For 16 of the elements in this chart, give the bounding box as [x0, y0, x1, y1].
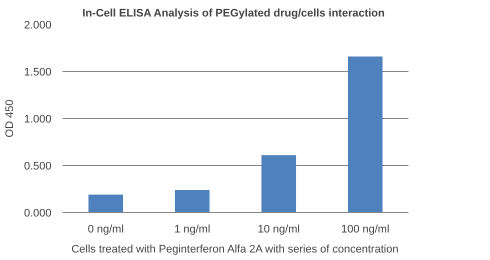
x-tick-label: 0 ng/ml	[88, 224, 124, 236]
x-tick-label: 10 ng/ml	[258, 224, 300, 236]
bar	[261, 155, 296, 212]
y-axis-title: OD 450	[4, 100, 16, 138]
y-tick-label: 2.000	[24, 20, 52, 32]
x-axis-title: Cells treated with Peginterferon Alfa 2A with series of concentration	[71, 244, 398, 256]
y-tick-label: 0.500	[24, 160, 52, 172]
bar	[174, 190, 210, 212]
x-tick-label: 1 ng/ml	[174, 224, 210, 236]
bar	[348, 56, 383, 212]
y-tick-label: 0.000	[24, 208, 52, 220]
x-tick-label: 100 ng/ml	[341, 224, 390, 236]
chart-title: In-Cell ELISA Analysis of PEGylated drug/cells interaction	[82, 8, 386, 20]
y-tick-label: 1.000	[24, 114, 52, 126]
bar	[88, 194, 124, 212]
y-tick-label: 1.500	[24, 66, 52, 78]
